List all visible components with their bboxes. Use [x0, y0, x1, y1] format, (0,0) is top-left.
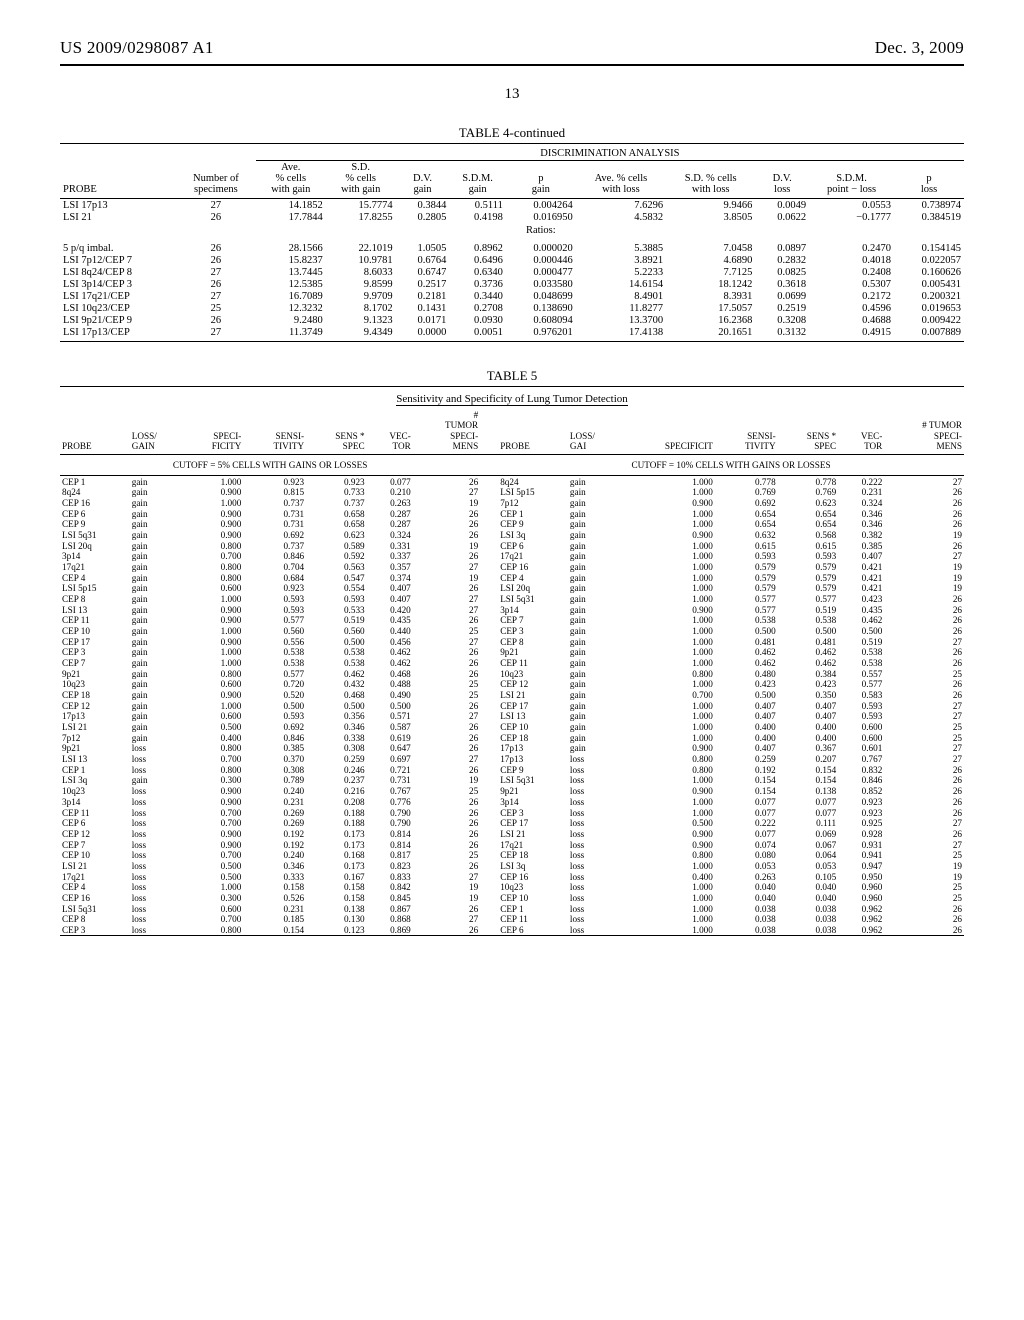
table5-row: CEP 7loss0.9000.1920.1730.8142617q21loss… — [60, 839, 964, 850]
table4-row: LSI 8q24/CEP 82713.74458.60330.67470.634… — [60, 266, 964, 278]
col-sdm-gain: S.D.M.gain — [449, 161, 505, 199]
t5-col-sens-r: SENSI-TIVITY — [715, 409, 778, 455]
table4-row: LSI 7p12/CEP 72615.823710.97810.67640.64… — [60, 254, 964, 266]
table4-row: 5 p/q imbal.2628.156622.10191.05050.8962… — [60, 242, 964, 254]
table4-row: LSI 212617.784417.82550.28050.41980.0169… — [60, 211, 964, 223]
table5-row: LSI 21loss0.5000.3460.1730.82326LSI 3qlo… — [60, 861, 964, 872]
table5-row: CEP 4loss1.0000.1580.1580.8421910q23loss… — [60, 882, 964, 893]
table5-row: CEP 1loss0.8000.3080.2460.72126CEP 9loss… — [60, 765, 964, 776]
table5-title: Sensitivity and Specificity of Lung Tumo… — [396, 393, 628, 406]
table5-row: CEP 6loss0.7000.2690.1880.79026CEP 17los… — [60, 818, 964, 829]
table4-row: LSI 9p21/CEP 9269.24809.13230.01710.0930… — [60, 314, 964, 326]
cutoff-right: CUTOFF = 10% CELLS WITH GAINS OR LOSSES — [498, 455, 964, 476]
table5-row: 7p12gain0.4000.8460.3380.61926CEP 18gain… — [60, 733, 964, 744]
table5-row: CEP 9gain0.9000.7310.6580.28726CEP 9gain… — [60, 519, 964, 530]
table5-label: TABLE 5 — [60, 368, 964, 384]
col-ave-loss: Ave. % cellswith loss — [576, 161, 666, 199]
t5-col-vec-l: VEC-TOR — [367, 409, 413, 455]
table5-row: 17q21gain0.8000.7040.5630.35727CEP 16gai… — [60, 562, 964, 573]
t5-col-lossgain-l: LOSS/GAIN — [130, 409, 183, 455]
table5-row: CEP 1gain1.0000.9230.9230.077268q24gain1… — [60, 476, 964, 487]
t5-col-lossgain-r: LOSS/GAI — [568, 409, 621, 455]
table5-row: LSI 21gain0.5000.6920.3460.58726CEP 10ga… — [60, 722, 964, 733]
col-dv-loss: D.V.loss — [755, 161, 809, 199]
page: US 2009/0298087 A1 Dec. 3, 2009 13 TABLE… — [0, 0, 1024, 1320]
t5-col-probe-r: PROBE — [498, 409, 568, 455]
table5-row: 17q21loss0.5000.3330.1670.83327CEP 16los… — [60, 871, 964, 882]
t5-col-tumor-l: #TUMORSPECI-MENS — [413, 409, 480, 455]
table5-row: LSI 13gain0.9000.5930.5330.420273p14gain… — [60, 605, 964, 616]
col-dv-gain: D.V.gain — [396, 161, 450, 199]
table4-row: LSI 17p13/CEP2711.37499.43490.00000.0051… — [60, 326, 964, 338]
table5-row: CEP 11loss0.7000.2690.1880.79026CEP 3los… — [60, 807, 964, 818]
table4: DISCRIMINATION ANALYSIS PROBE Number ofs… — [60, 143, 964, 342]
table4-row: LSI 17p132714.185215.77740.38440.51110.0… — [60, 199, 964, 212]
header-rule — [60, 64, 964, 66]
table4-row: LSI 3p14/CEP 32612.53859.85990.25170.373… — [60, 278, 964, 290]
table5-row: CEP 10loss0.7000.2400.1680.81725CEP 18lo… — [60, 850, 964, 861]
cutoff-left: CUTOFF = 5% CELLS WITH GAINS OR LOSSES — [60, 455, 480, 476]
ratios-label: Ratios: — [506, 223, 576, 242]
table4-caption: TABLE 4-continued — [60, 125, 964, 141]
col-n: Number ofspecimens — [176, 161, 256, 199]
t5-col-probe-l: PROBE — [60, 409, 130, 455]
col-sd-loss: S.D. % cellswith loss — [666, 161, 755, 199]
table5-row: LSI 5q31loss0.6000.2310.1380.86726CEP 1l… — [60, 903, 964, 914]
table4-row: LSI 17q21/CEP2716.70899.97090.21810.3440… — [60, 290, 964, 302]
table5-row: CEP 12gain1.0000.5000.5000.50026CEP 17ga… — [60, 701, 964, 712]
table5-row: CEP 7gain1.0000.5380.5380.46226CEP 11gai… — [60, 658, 964, 669]
table5-row: 9p21loss0.8000.3850.3080.6472617p13gain0… — [60, 743, 964, 754]
table5-row: LSI 13loss0.7000.3700.2590.6972717p13los… — [60, 754, 964, 765]
table5-row: CEP 3gain1.0000.5380.5380.462269p21gain1… — [60, 647, 964, 658]
table5-row: CEP 10gain1.0000.5600.5600.44025CEP 3gai… — [60, 626, 964, 637]
table5-row: LSI 5q31gain0.9000.6920.6230.32426LSI 3q… — [60, 530, 964, 541]
t5-col-sens-l: SENSI-TIVITY — [243, 409, 306, 455]
table5-row: 3p14gain0.7000.8460.5920.3372617q21gain1… — [60, 551, 964, 562]
table5-row: 9p21gain0.8000.5770.4620.4682610q23gain0… — [60, 669, 964, 680]
table4-row: LSI 10q23/CEP2512.32328.17020.14310.2708… — [60, 302, 964, 314]
col-ave-gain: Ave.% cellswith gain — [256, 161, 326, 199]
table5-row: CEP 8gain1.0000.5930.5930.40727LSI 5q31g… — [60, 594, 964, 605]
t5-col-spec-r: SPECIFICIT — [621, 409, 715, 455]
table5-row: CEP 11gain0.9000.5770.5190.43526CEP 7gai… — [60, 615, 964, 626]
table5-row: CEP 12loss0.9000.1920.1730.81426LSI 21lo… — [60, 829, 964, 840]
table5-row: 17p13gain0.6000.5930.3560.57127LSI 13gai… — [60, 711, 964, 722]
col-p-gain: pgain — [506, 161, 576, 199]
docket-number: US 2009/0298087 A1 — [60, 38, 214, 58]
col-sd-gain: S.D.% cellswith gain — [326, 161, 396, 199]
table5-row: CEP 6gain0.9000.7310.6580.28726CEP 1gain… — [60, 509, 964, 520]
table5-row: LSI 5p15gain0.6000.9230.5540.40726LSI 20… — [60, 583, 964, 594]
table5-row: 10q23gain0.6000.7200.4320.48825CEP 12gai… — [60, 679, 964, 690]
table5-row: CEP 3loss0.8000.1540.1230.86926CEP 6loss… — [60, 925, 964, 936]
table5-row: CEP 8loss0.7000.1850.1300.86827CEP 11los… — [60, 914, 964, 925]
col-probe: PROBE — [60, 161, 176, 199]
table5-row: LSI 20qgain0.8000.7370.5890.33119CEP 6ga… — [60, 541, 964, 552]
table4-section-title: DISCRIMINATION ANALYSIS — [256, 147, 964, 161]
table5-row: 10q23loss0.9000.2400.2160.767259p21loss0… — [60, 786, 964, 797]
t5-col-spec-l: SPECI-FICITY — [182, 409, 243, 455]
table5-row: CEP 16gain1.0000.7370.7370.263197p12gain… — [60, 498, 964, 509]
publication-date: Dec. 3, 2009 — [875, 38, 964, 58]
page-header: US 2009/0298087 A1 Dec. 3, 2009 — [60, 38, 964, 58]
table5-row: 8q24gain0.9000.8150.7330.21027LSI 5p15ga… — [60, 487, 964, 498]
table5-row: CEP 17gain0.9000.5560.5000.45627CEP 8gai… — [60, 637, 964, 648]
table5-row: CEP 16loss0.3000.5260.1580.84519CEP 10lo… — [60, 893, 964, 904]
col-p-loss: ploss — [894, 161, 964, 199]
t5-col-sensspec-l: SENS *SPEC — [306, 409, 367, 455]
table5: PROBE LOSS/GAIN SPECI-FICITY SENSI-TIVIT… — [60, 409, 964, 935]
table5-row: 3p14loss0.9000.2310.2080.776263p14loss1.… — [60, 797, 964, 808]
page-number: 13 — [60, 86, 964, 103]
table5-row: CEP 4gain0.8000.6840.5470.37419CEP 4gain… — [60, 573, 964, 584]
t5-col-vec-r: VEC-TOR — [838, 409, 884, 455]
t5-col-tumor-r: # TUMORSPECI-MENS — [884, 409, 964, 455]
table5-row: LSI 3qgain0.3000.7890.2370.73119LSI 5q31… — [60, 775, 964, 786]
table5-row: CEP 18gain0.9000.5200.4680.49025LSI 21ga… — [60, 690, 964, 701]
col-sdm-loss: S.D.M.point − loss — [809, 161, 894, 199]
table5-wrap: Sensitivity and Specificity of Lung Tumo… — [60, 386, 964, 936]
t5-col-sensspec-r: SENS *SPEC — [778, 409, 839, 455]
